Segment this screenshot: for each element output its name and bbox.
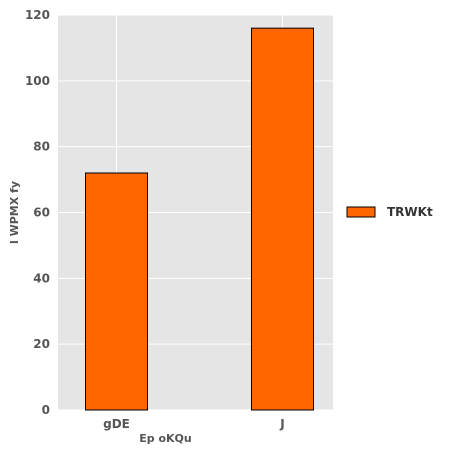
y-tick-label: 80 xyxy=(33,140,50,154)
legend-label-trwkt: TRWKt xyxy=(387,205,433,219)
y-tick-label: 40 xyxy=(33,271,50,285)
y-tick-label: 100 xyxy=(25,74,50,88)
legend: TRWKt xyxy=(346,205,433,219)
y-tick-label: 60 xyxy=(33,206,50,220)
x-axis-label: Ep oKQu xyxy=(139,432,191,445)
x-tick-label: J xyxy=(279,417,284,431)
bar-j xyxy=(251,27,314,411)
y-tick-label: 0 xyxy=(42,403,50,417)
y-tick-label: 20 xyxy=(33,337,50,351)
bar-gde xyxy=(85,172,148,411)
y-tick-label: 120 xyxy=(25,8,50,22)
y-axis-ticks: 0 20 40 60 80 100 120 xyxy=(25,8,50,417)
legend-swatch-trwkt xyxy=(346,206,376,218)
bars xyxy=(85,27,314,411)
x-axis-ticks: gDE J xyxy=(103,417,285,431)
x-tick-label: gDE xyxy=(103,417,130,431)
y-axis-label: l WPMX fy xyxy=(8,181,21,244)
